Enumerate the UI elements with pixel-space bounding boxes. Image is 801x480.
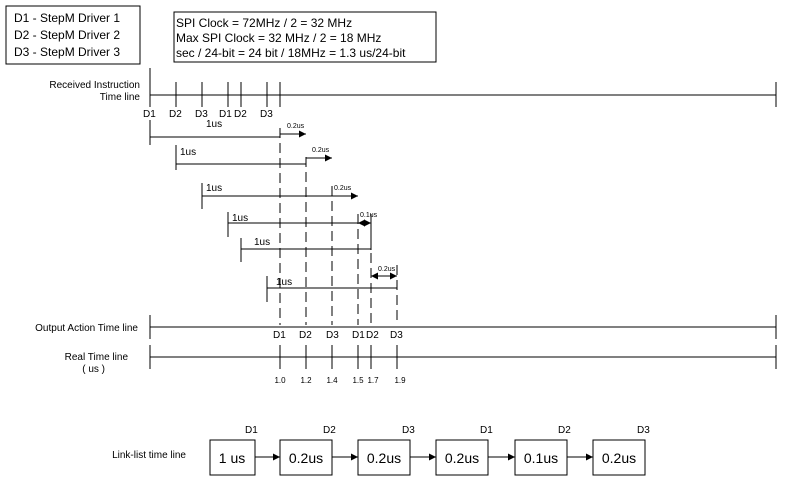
linklist-label: Link-list time line: [112, 450, 186, 461]
span-4-delta: 0.1us: [360, 212, 378, 219]
received-tick-5: D3: [260, 109, 273, 120]
received-timeline: Received Instruction Time line D1 D2 D3 …: [49, 68, 777, 120]
output-label: Output Action Time line: [35, 323, 138, 334]
span-row-6: 1us 0.2us: [266, 266, 397, 302]
linklist-value-5: 0.2us: [602, 450, 636, 466]
output-timeline: Output Action Time line D1 D2 D3 D1 D2 D…: [35, 315, 777, 341]
span-5-label: 1us: [254, 237, 270, 248]
span-2-delta: 0.2us: [312, 147, 330, 154]
received-tick-3: D1: [219, 109, 232, 120]
projection-lines: [279, 128, 398, 325]
real-label-1: Real Time line: [65, 352, 129, 363]
linklist-value-3: 0.2us: [445, 450, 479, 466]
span-6-delta: 0.2us: [378, 266, 396, 273]
span-row-3: 1us 0.2us: [201, 183, 358, 209]
output-tick-3: D1: [352, 330, 365, 341]
note-line-3: sec / 24-bit = 24 bit / 18MHz = 1.3 us/2…: [176, 46, 406, 60]
span-3-label: 1us: [206, 183, 222, 194]
output-tick-1: D2: [299, 330, 312, 341]
linklist-driver-3: D1: [480, 425, 493, 436]
linklist-value-4: 0.1us: [524, 450, 558, 466]
real-timeline: Real Time line ( us ) 1.0 1.2 1.4 1.5 1.…: [65, 345, 777, 385]
real-tick-0: 1.0: [274, 376, 286, 385]
real-tick-4: 1.7: [367, 376, 379, 385]
linklist-driver-0: D1: [245, 425, 258, 436]
span-1-label: 1us: [206, 119, 222, 130]
linklist-driver-1: D2: [323, 425, 336, 436]
output-tick-0: D1: [273, 330, 286, 341]
legend-box: D1 - StepM Driver 1 D2 - StepM Driver 2 …: [5, 5, 141, 65]
span-row-1: 1us 0.2us: [149, 119, 306, 145]
real-tick-5: 1.9: [394, 376, 406, 385]
output-tick-4: D2: [366, 330, 379, 341]
notes-box: SPI Clock = 72MHz / 2 = 32 MHz Max SPI C…: [173, 11, 437, 63]
linklist-node-4: [514, 439, 568, 476]
real-tick-3: 1.5: [352, 376, 364, 385]
legend-item-d3: D3 - StepM Driver 3: [14, 45, 120, 59]
received-label-2: Time line: [100, 92, 141, 103]
linklist-driver-4: D2: [558, 425, 571, 436]
span-row-2: 1us 0.2us: [175, 145, 332, 170]
linklist-timeline: Link-list time line D1 D2 D3 D1 D2 D3 1 …: [112, 425, 650, 476]
linklist-node-5: [592, 439, 646, 476]
note-line-2: Max SPI Clock = 32 MHz / 2 = 18 MHz: [176, 31, 381, 45]
span-row-5: 1us: [240, 237, 371, 262]
received-label-1: Received Instruction: [49, 80, 140, 91]
linklist-driver-5: D3: [637, 425, 650, 436]
span-1-delta: 0.2us: [287, 123, 305, 130]
linklist-value-1: 0.2us: [289, 450, 323, 466]
span-6-label: 1us: [276, 277, 292, 288]
received-tick-1: D2: [169, 109, 182, 120]
span-row-4: 1us 0.1us: [227, 212, 378, 237]
received-tick-2: D3: [195, 109, 208, 120]
received-tick-0: D1: [143, 109, 156, 120]
linklist-value-2: 0.2us: [367, 450, 401, 466]
real-label-2: ( us ): [82, 364, 105, 375]
span-3-delta: 0.2us: [334, 185, 352, 192]
real-tick-2: 1.4: [326, 376, 338, 385]
real-tick-1: 1.2: [300, 376, 312, 385]
legend-item-d2: D2 - StepM Driver 2: [14, 28, 120, 42]
linklist-value-0: 1 us: [219, 450, 245, 466]
received-tick-4: D2: [234, 109, 247, 120]
legend-item-d1: D1 - StepM Driver 1: [14, 11, 120, 25]
linklist-node-2: [357, 439, 411, 476]
note-line-1: SPI Clock = 72MHz / 2 = 32 MHz: [176, 16, 352, 30]
span-4-label: 1us: [232, 213, 248, 224]
output-tick-2: D3: [326, 330, 339, 341]
linklist-driver-2: D3: [402, 425, 415, 436]
span-2-label: 1us: [180, 147, 196, 158]
output-tick-5: D3: [390, 330, 403, 341]
